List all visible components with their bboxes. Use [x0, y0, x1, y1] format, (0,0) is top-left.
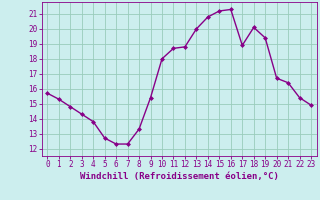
X-axis label: Windchill (Refroidissement éolien,°C): Windchill (Refroidissement éolien,°C) — [80, 172, 279, 181]
